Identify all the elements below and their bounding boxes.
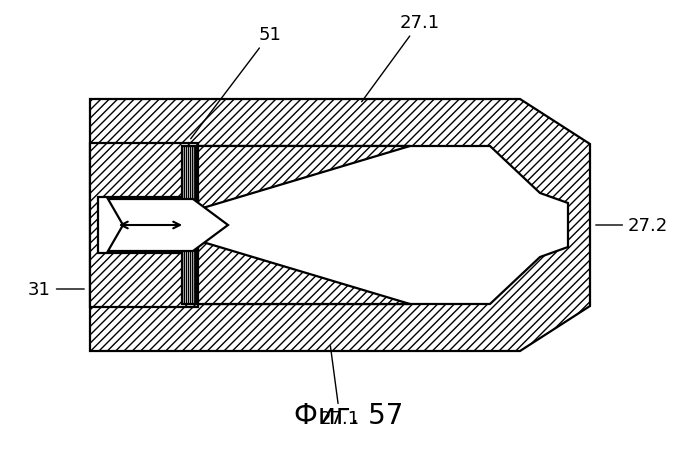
Polygon shape	[108, 199, 228, 252]
Polygon shape	[182, 147, 196, 304]
Polygon shape	[196, 240, 410, 304]
Text: 31: 31	[28, 281, 84, 299]
Text: 27.2: 27.2	[596, 216, 668, 235]
Polygon shape	[90, 144, 198, 307]
Polygon shape	[90, 100, 590, 351]
Text: 27.1: 27.1	[361, 14, 440, 102]
Polygon shape	[200, 147, 568, 304]
Text: 51: 51	[191, 26, 282, 139]
Text: Фиг. 57: Фиг. 57	[294, 401, 404, 429]
Text: 27.1: 27.1	[320, 346, 360, 427]
Polygon shape	[196, 147, 410, 211]
Polygon shape	[98, 198, 198, 253]
